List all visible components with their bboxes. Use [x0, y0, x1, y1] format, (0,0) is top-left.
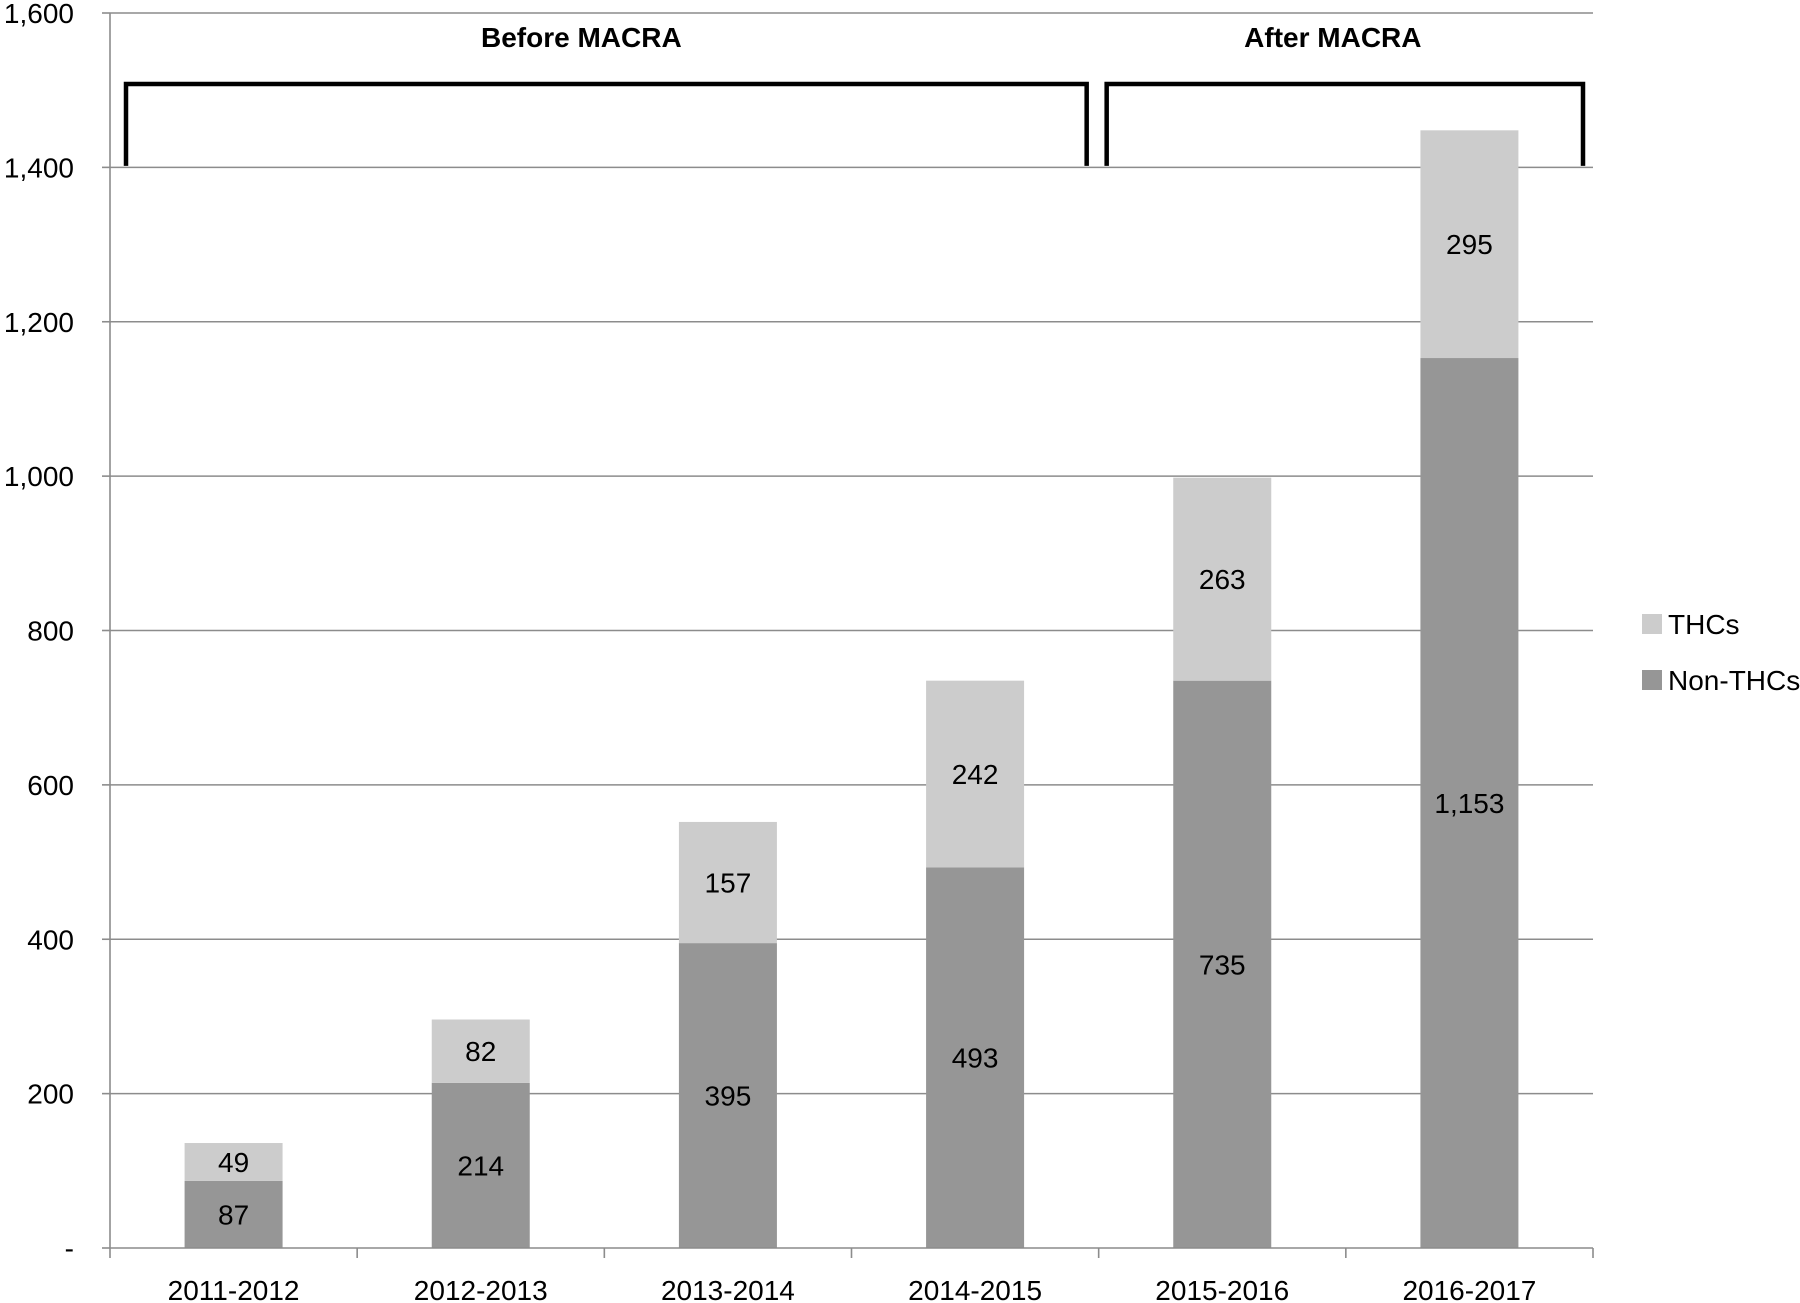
legend-label: THCs: [1668, 609, 1740, 640]
data-label: 1,153: [1434, 788, 1504, 819]
period-bracket: [1104, 81, 1586, 166]
bar-non-thcs-2012-2013: [431, 1082, 530, 1248]
data-label: 82: [465, 1036, 496, 1067]
bar-thcs-2016-2017: [1420, 130, 1519, 359]
data-label: 735: [1199, 949, 1246, 980]
y-tick-label: 1,600: [4, 0, 74, 29]
period-label: Before MACRA: [481, 22, 682, 53]
gridlines: [110, 12, 1593, 1095]
axes: - 200 400 600 800 1,000 1,200 1,400 1,600 2011-20…: [4, 0, 1594, 1303]
data-label: 214: [457, 1150, 504, 1181]
period-bracket: [123, 81, 1089, 166]
data-label: 242: [952, 759, 999, 790]
data-label: 295: [1446, 229, 1493, 260]
x-tick-label: 2011-2012: [168, 1275, 300, 1303]
bar-thcs-2012-2013: [431, 1019, 530, 1083]
bar-non-thcs-2011-2012: [184, 1180, 283, 1248]
legend-swatch: [1642, 614, 1662, 634]
data-label: 493: [952, 1043, 999, 1074]
bar-non-thcs-2014-2015: [926, 867, 1025, 1248]
data-labels: 87 49 214 82 395 157 493 242 735 263 1,153 295: [218, 229, 1504, 1230]
legend-swatch: [1642, 670, 1662, 690]
bar-thcs-2013-2014: [678, 821, 777, 944]
y-tick-label: 1,400: [4, 152, 74, 183]
period-label: After MACRA: [1244, 22, 1421, 53]
legend-label: Non-THCs: [1668, 665, 1800, 696]
x-tick-label: 2015-2016: [1155, 1275, 1289, 1303]
y-tick-label: 1,000: [4, 461, 74, 492]
y-tick-label: 600: [27, 770, 74, 801]
legend: THCs Non-THCs: [1642, 609, 1800, 696]
x-tick-label: 2016-2017: [1402, 1275, 1536, 1303]
x-tick-label: 2012-2013: [414, 1275, 548, 1303]
data-label: 263: [1199, 564, 1246, 595]
y-tick-label: 200: [27, 1079, 74, 1110]
y-tick-label: 400: [27, 924, 74, 955]
data-label: 49: [218, 1147, 249, 1178]
x-tick-label: 2014-2015: [908, 1275, 1042, 1303]
bar-non-thcs-2015-2016: [1173, 680, 1272, 1248]
bar-non-thcs-2016-2017: [1420, 358, 1519, 1248]
x-tick-label: 2013-2014: [661, 1275, 795, 1303]
bars: [184, 130, 1519, 1248]
data-label: 395: [705, 1081, 752, 1112]
bar-non-thcs-2013-2014: [678, 943, 777, 1248]
y-tick-label: 800: [27, 616, 74, 647]
bar-thcs-2015-2016: [1173, 477, 1272, 681]
period-brackets: Before MACRA After MACRA: [123, 22, 1586, 166]
bar-thcs-2014-2015: [926, 680, 1025, 868]
data-label: 157: [705, 868, 752, 899]
y-tick-label: 1,200: [4, 307, 74, 338]
y-tick-label: -: [65, 1233, 74, 1264]
bar-thcs-2011-2012: [184, 1143, 283, 1181]
data-label: 87: [218, 1199, 249, 1230]
